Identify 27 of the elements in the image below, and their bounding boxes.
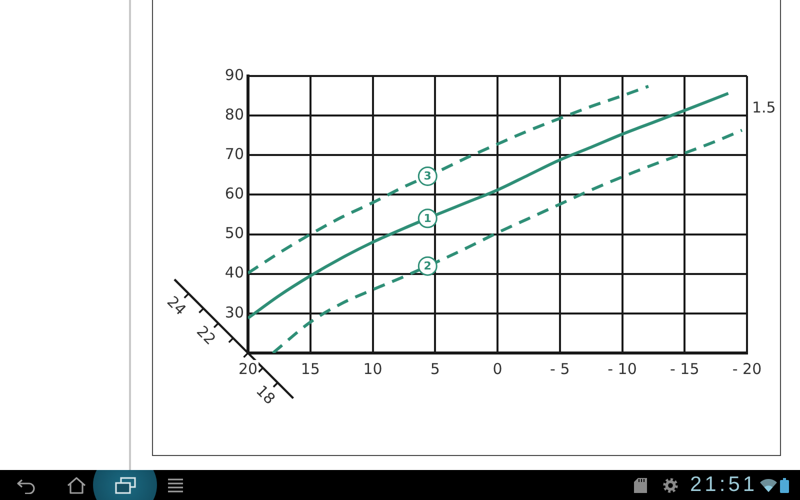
text: 18 (252, 382, 279, 408)
x-tick-label: - 10 (608, 360, 637, 378)
x-tick-label: 5 (430, 360, 440, 378)
text: 21:51 (690, 473, 758, 497)
x-tick-label: 10 (363, 360, 382, 378)
x-tick-label: - 15 (670, 360, 700, 378)
x-tick-label: - 5 (550, 360, 570, 378)
x-tick-label: 20 (238, 360, 258, 378)
text: 1.5 (752, 98, 776, 116)
y-tick-label: 50 (224, 224, 244, 242)
x-tick-label: 0 (492, 360, 502, 378)
series-label: 3 (424, 170, 432, 183)
series-label: 2 (424, 259, 432, 272)
text: 22 (193, 322, 220, 349)
y-tick-label: 90 (224, 66, 244, 84)
x-tick-label: 15 (300, 360, 320, 378)
line-series (271, 128, 744, 353)
text: 24 (163, 292, 190, 319)
y-tick-label: 60 (224, 184, 244, 203)
y-tick-label: 80 (224, 105, 244, 124)
x-tick-label: - 20 (732, 360, 762, 378)
y-tick-label: 70 (224, 145, 244, 164)
line-series (248, 92, 730, 320)
series-label: 1 (424, 212, 432, 225)
y-tick-label: 30 (224, 303, 244, 322)
y-tick-label: 40 (224, 264, 244, 282)
line-series (248, 84, 650, 275)
